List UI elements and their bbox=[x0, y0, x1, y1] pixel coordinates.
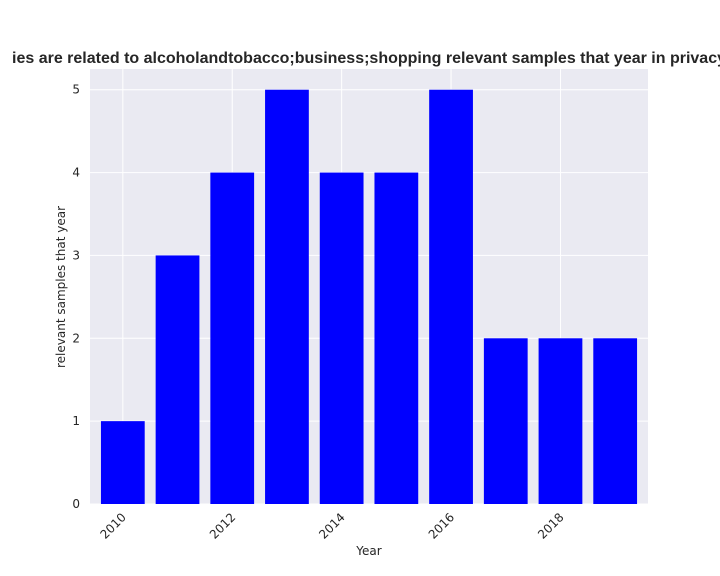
x-tick-label: 2012 bbox=[207, 510, 238, 541]
bar-2015 bbox=[374, 172, 419, 505]
bar-2012 bbox=[210, 172, 255, 505]
x-tick-label: 2018 bbox=[535, 510, 566, 541]
bar-2016 bbox=[429, 89, 473, 504]
bar-2019 bbox=[593, 338, 638, 504]
y-tick-label: 5 bbox=[72, 83, 80, 97]
bar-2013 bbox=[265, 89, 309, 504]
y-tick-label: 3 bbox=[72, 248, 80, 262]
bar-2011 bbox=[155, 255, 200, 504]
y-tick-label: 1 bbox=[72, 414, 80, 428]
y-axis-label: relevant samples that year bbox=[54, 206, 68, 368]
x-axis-label: Year bbox=[355, 544, 381, 558]
bars bbox=[100, 89, 638, 505]
x-tick-label: 2016 bbox=[426, 510, 457, 541]
bar-2010 bbox=[100, 421, 145, 504]
y-axis-ticks: 0 1 2 3 4 5 bbox=[72, 83, 80, 511]
x-tick-label: 2010 bbox=[97, 510, 128, 541]
bar-2014 bbox=[319, 172, 364, 505]
y-tick-label: 4 bbox=[72, 166, 80, 180]
y-tick-label: 2 bbox=[72, 331, 80, 345]
bar-2017 bbox=[483, 338, 528, 504]
y-tick-label: 0 bbox=[72, 497, 80, 511]
chart-title: ies are related to alcoholandtobacco;bus… bbox=[12, 50, 720, 67]
x-tick-label: 2014 bbox=[316, 510, 347, 541]
x-axis-ticks: 2010 2012 2014 2016 2018 bbox=[97, 510, 566, 541]
bar-2018 bbox=[538, 338, 583, 504]
